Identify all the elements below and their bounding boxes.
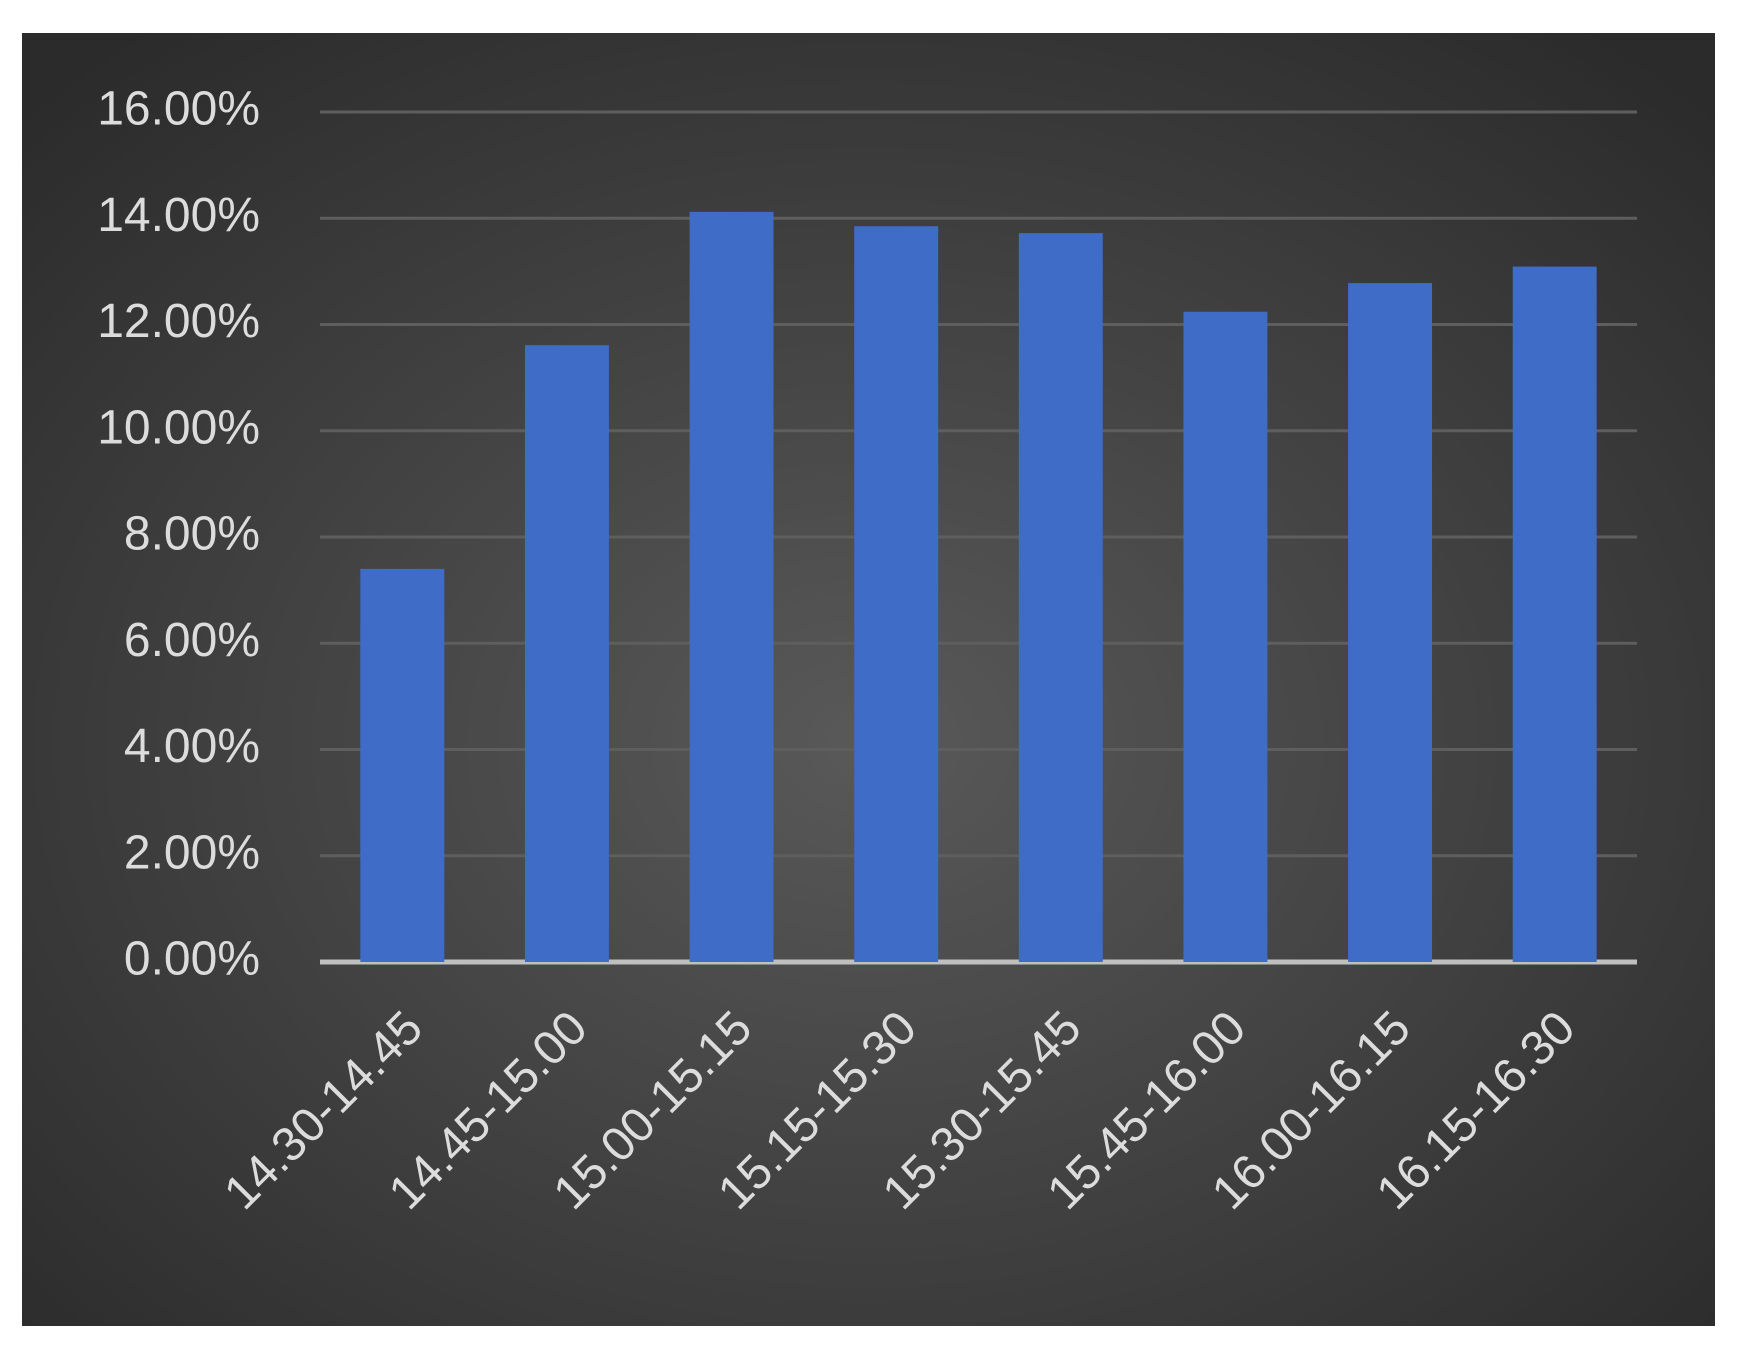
bar: [1183, 311, 1268, 962]
y-tick-label: 0.00%: [124, 933, 260, 986]
bar: [1348, 283, 1433, 962]
y-tick-label: 8.00%: [124, 508, 260, 561]
y-tick-label: 6.00%: [124, 614, 260, 667]
y-tick-label: 10.00%: [97, 401, 260, 454]
y-tick-label: 2.00%: [124, 826, 260, 879]
y-tick-label: 14.00%: [97, 189, 260, 242]
bar: [360, 568, 445, 962]
bar: [854, 226, 939, 962]
y-tick-label: 16.00%: [97, 83, 260, 136]
bar: [1512, 266, 1597, 962]
bar: [689, 211, 774, 962]
y-tick-label: 12.00%: [97, 295, 260, 348]
y-tick-label: 4.00%: [124, 720, 260, 773]
bar: [524, 345, 609, 962]
bar: [1018, 233, 1103, 962]
